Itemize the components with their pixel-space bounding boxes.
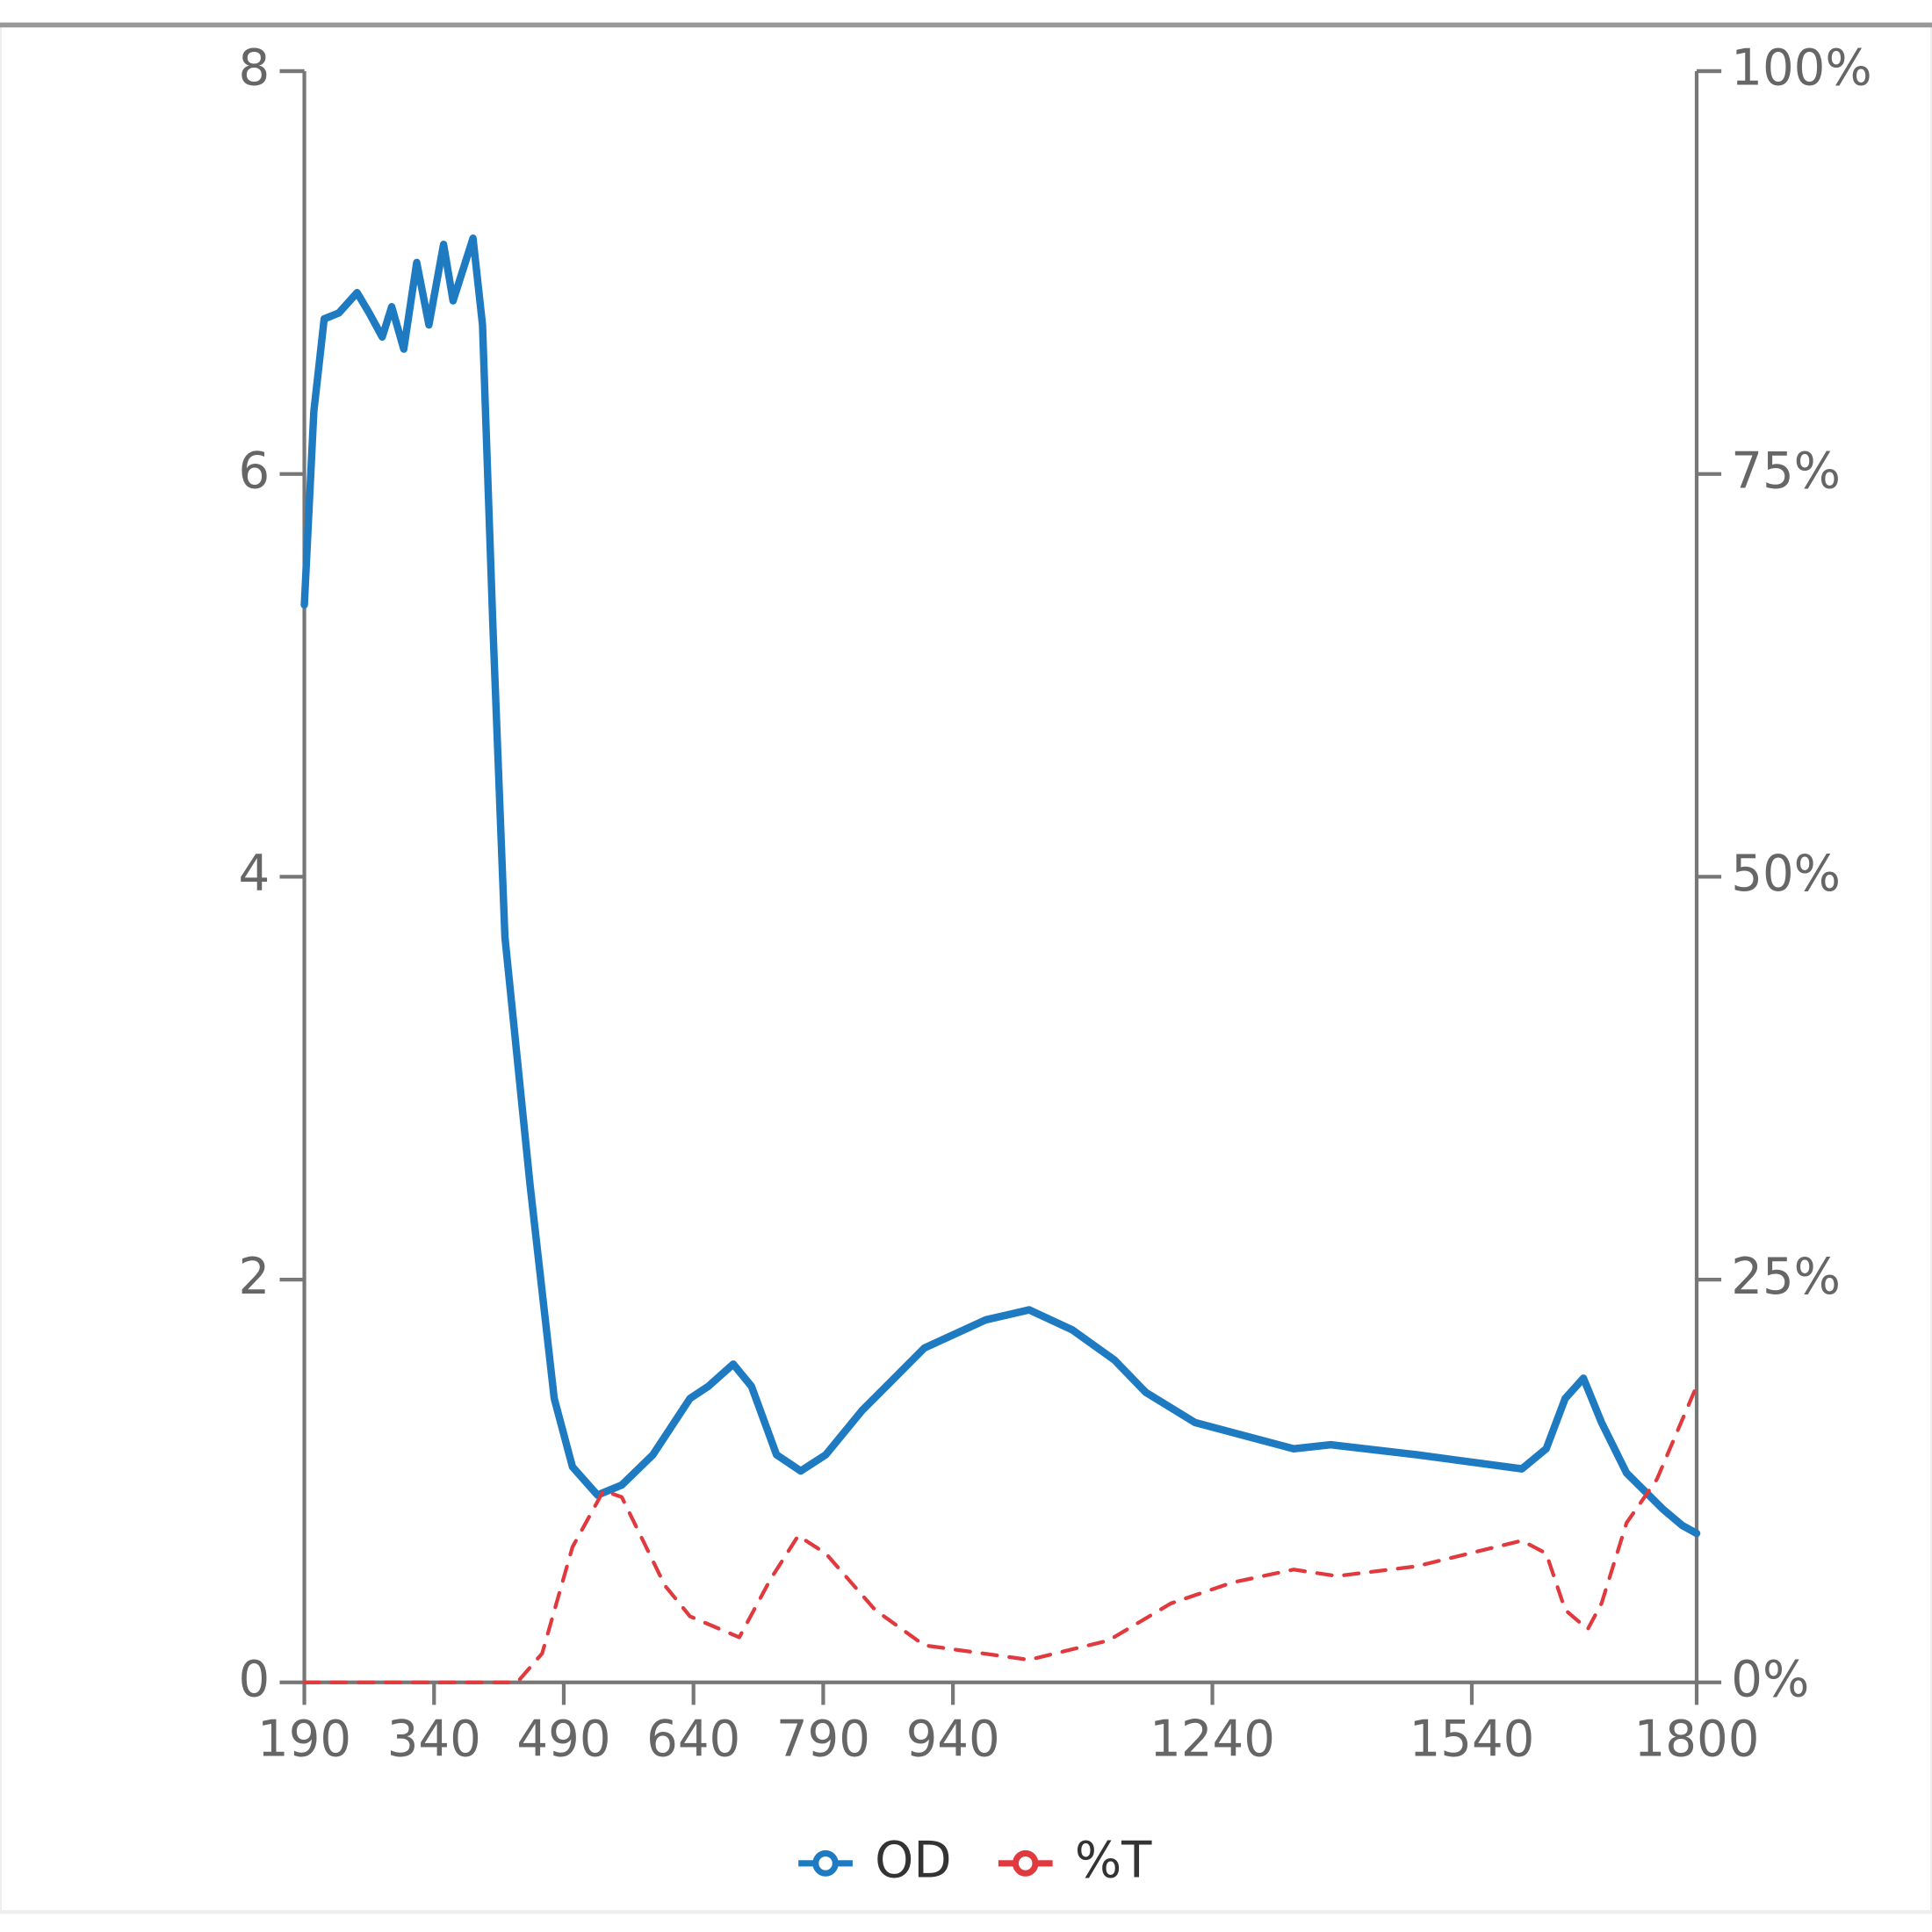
x-tick-label: 1540 (1409, 1711, 1535, 1768)
x-tick-label: 640 (646, 1711, 740, 1768)
y-tick-label: 6 (239, 443, 270, 500)
panel (0, 23, 1932, 1914)
x-tick-label: 790 (776, 1711, 870, 1768)
y-tick-label: 2 (239, 1248, 270, 1305)
y2-tick-label: 100% (1731, 40, 1871, 97)
x-tick-label: 340 (387, 1711, 481, 1768)
legend-swatch-dot (1012, 1849, 1039, 1877)
x-tick-label: 940 (906, 1711, 1000, 1768)
x-tick-label: 1240 (1150, 1711, 1275, 1768)
legend-label: OD (875, 1832, 951, 1889)
x-tick-label: 1800 (1634, 1711, 1760, 1768)
y2-tick-label: 75% (1731, 443, 1841, 500)
series-line (302, 1384, 1699, 1684)
y-tick-label: 4 (239, 846, 270, 903)
y2-tick-label: 25% (1731, 1248, 1841, 1305)
legend-label: %T (1075, 1832, 1152, 1889)
legend-swatch-dot (812, 1849, 839, 1877)
y-tick-label: 0 (239, 1651, 270, 1708)
x-tick-label: 190 (257, 1711, 351, 1768)
series-line (300, 234, 1701, 1538)
y2-tick-label: 0% (1731, 1651, 1809, 1708)
y-tick-label: 8 (239, 40, 270, 97)
x-tick-label: 490 (516, 1711, 610, 1768)
y2-tick-label: 50% (1731, 846, 1841, 903)
